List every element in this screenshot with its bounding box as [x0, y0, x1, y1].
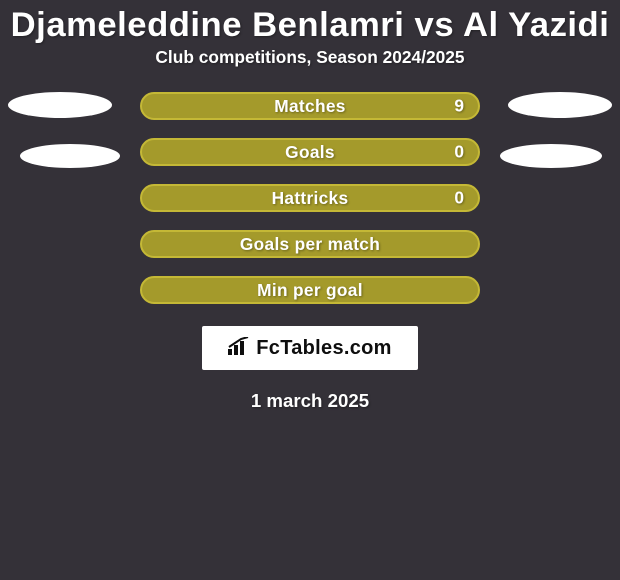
- stat-bar: Min per goal: [140, 276, 480, 304]
- comparison-card: Djameleddine Benlamri vs Al Yazidi Club …: [0, 0, 620, 580]
- stat-bar: Matches 9: [140, 92, 480, 120]
- page-subtitle: Club competitions, Season 2024/2025: [0, 47, 620, 68]
- stat-value: 9: [454, 96, 464, 117]
- stat-rows: Matches 9 Goals 0 Hattricks 0 Goals per match M…: [140, 92, 480, 304]
- side-ellipse: [8, 92, 112, 118]
- brand-chart-icon: [228, 337, 250, 360]
- side-ellipse: [508, 92, 612, 118]
- stat-value: 0: [454, 188, 464, 209]
- side-ellipse: [500, 144, 602, 168]
- stat-label: Min per goal: [257, 280, 363, 301]
- stats-area: Matches 9 Goals 0 Hattricks 0 Goals per match M…: [0, 92, 620, 304]
- side-ellipse: [20, 144, 120, 168]
- stat-label: Matches: [274, 96, 345, 117]
- stat-label: Goals per match: [240, 234, 380, 255]
- page-title: Djameleddine Benlamri vs Al Yazidi: [0, 0, 620, 47]
- stat-bar: Goals per match: [140, 230, 480, 258]
- brand-badge: FcTables.com: [202, 326, 418, 370]
- footer-date: 1 march 2025: [0, 390, 620, 412]
- stat-bar: Goals 0: [140, 138, 480, 166]
- stat-label: Hattricks: [272, 188, 349, 209]
- stat-value: 0: [454, 142, 464, 163]
- stat-bar: Hattricks 0: [140, 184, 480, 212]
- brand-text: FcTables.com: [256, 337, 392, 360]
- stat-label: Goals: [285, 142, 335, 163]
